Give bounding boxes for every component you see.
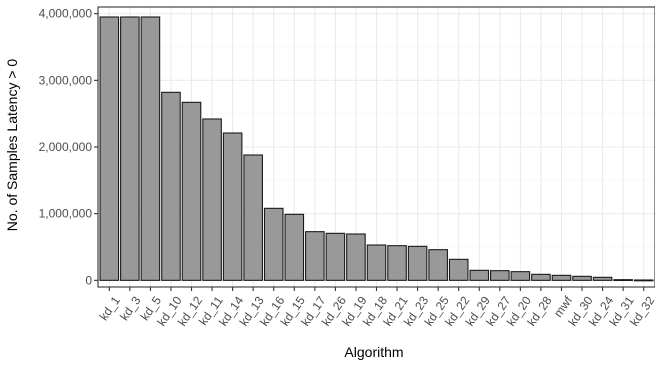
bar-kd_20 [510, 271, 531, 281]
bar-kd_21 [387, 245, 407, 281]
y-tick-label: 0 [85, 273, 92, 287]
bar-mwf [551, 274, 572, 281]
bar-kd_22 [448, 258, 469, 281]
bar-kd_16 [263, 207, 284, 281]
y-tick-label: 2,000,000 [39, 140, 93, 154]
y-axis: 0 1,000,000 2,000,000 3,000,000 4,000,000 [39, 7, 98, 287]
bar-kd_25 [428, 249, 448, 281]
bar-kd_10 [161, 91, 181, 281]
bar-kd_3 [120, 16, 140, 281]
bar-kd_17 [305, 231, 325, 281]
bar-kd_29 [469, 269, 490, 281]
bar-kd_24 [592, 276, 613, 281]
bar-kd_19 [346, 233, 366, 281]
bar-kd_13 [243, 154, 263, 281]
bar-kd_12 [181, 101, 202, 281]
bars-layer [99, 16, 654, 282]
y-axis-title: No. of Samples Latency > 0 [4, 59, 20, 232]
x-tick-label: kd_1 [97, 293, 124, 323]
bar-kd_30 [572, 275, 592, 281]
y-tick-label: 3,000,000 [39, 73, 93, 87]
bar-kd_28 [531, 273, 551, 281]
bar-kd_11 [202, 118, 222, 281]
bar-kd_1 [99, 16, 120, 281]
x-tick-label: kd_3 [117, 293, 144, 323]
x-axis-title: Algorithm [344, 344, 403, 360]
bar-kd_23 [407, 245, 428, 281]
bar-kd_18 [366, 244, 387, 281]
bar-kd_31 [613, 279, 633, 282]
bar-kd_27 [490, 270, 510, 281]
bar-kd_15 [284, 213, 305, 281]
bar-kd_26 [325, 232, 346, 281]
bar-kd_5 [140, 16, 161, 281]
y-tick-label: 1,000,000 [39, 207, 93, 221]
y-tick-label: 4,000,000 [39, 7, 93, 21]
x-axis: kd_1kd_3kd_5kd_10kd_12kd_11kd_14kd_13kd_… [97, 287, 655, 329]
bar-kd_14 [222, 132, 243, 281]
bar-kd_32 [633, 279, 654, 282]
